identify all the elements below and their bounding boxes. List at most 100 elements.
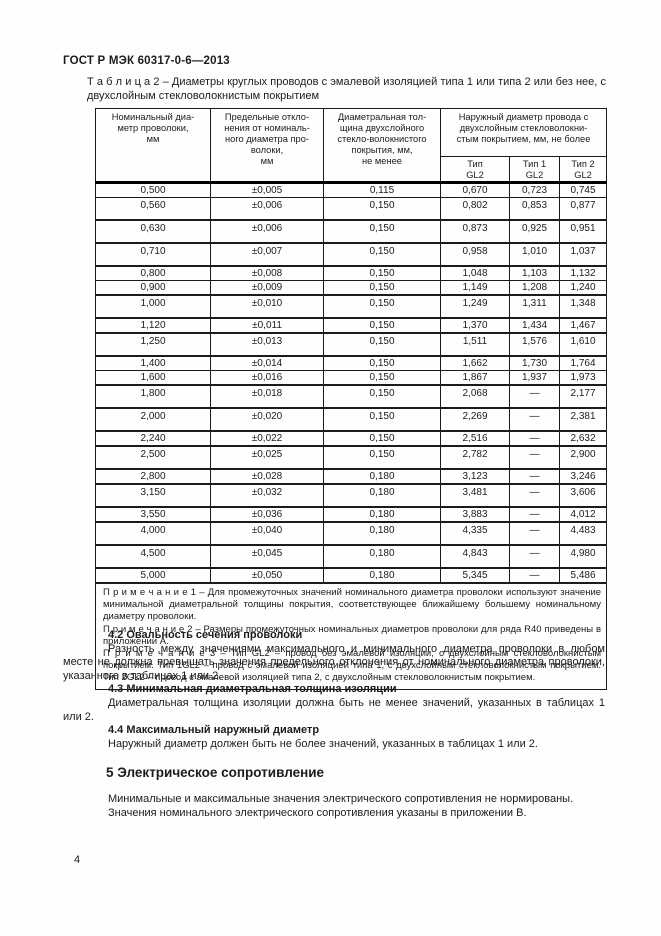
table-cell: 1,208 [509,280,560,296]
table-cell: 1,311 [509,294,560,319]
table-cell: 3,883 [440,506,510,523]
table-cell: ±0,011 [210,317,324,334]
table-cell: 1,600 [95,370,211,386]
table-row: 2,800 ±0,028 0,180 3,123—3,246 [95,468,608,485]
note-3-label: П р и м е ч а н и е 3 [103,648,216,660]
table-row: 0,710 ±0,007 0,150 0,958 1,010 1,037 [95,242,608,267]
header-coating-thickness: Диаметральная тол- щина двухслойного сте… [323,108,441,184]
table-cell: 1,467 [558,317,608,334]
table-cell: 3,123 [440,468,510,485]
table-cell: 2,516 [440,430,510,447]
table-cell: 4,500 [95,544,211,569]
table-cell: ±0,036 [210,506,324,523]
table-cell: 0,630 [95,219,211,244]
section-4-3-heading: 4.3 Минимальная диаметральная толщина из… [108,683,397,696]
table-cell: 0,802 [440,197,510,221]
table-row: 5,000 ±0,050 0,180 5,345—5,486 [95,567,608,584]
table-cell: 1,010 [509,242,560,267]
table-cell: 0,150 [323,370,441,386]
table-cell: 0,150 [323,317,441,334]
chapter-5-paragraph-2: Значения номинального электрического соп… [108,806,527,819]
note-1: П р и м е ч а н и е 1 – Для промежуточны… [103,587,601,624]
table-cell: 0,180 [323,506,441,523]
table-notes: П р и м е ч а н и е 1 – Для промежуточны… [94,582,608,690]
table-cell: 2,381 [558,407,608,432]
table-cell: 4,012 [558,506,608,523]
table-cell: 3,481 [440,483,510,508]
table-cell: 0,150 [323,294,441,319]
note-2-label: П р и м е ч а н и е 2 [103,623,193,635]
table-row: 2,000 ±0,020 0,150 2,269—2,381 [95,407,608,432]
table-cell: 0,150 [323,242,441,267]
table-cell: 0,180 [323,544,441,569]
table-notes-cell: П р и м е ч а н и е 1 – Для промежуточны… [94,582,608,690]
note-1-text: – Для промежуточных значений номинальног… [103,587,602,623]
table-cell: 0,925 [509,219,560,244]
table-cell: 1,000 [95,294,211,319]
table-cell: 0,150 [323,445,441,470]
table-cell: ±0,018 [210,384,324,409]
table-cell: 4,000 [95,521,211,546]
table-cell: 0,670 [440,182,510,198]
table-cell: 1,370 [440,317,510,334]
table-row: 4,000 ±0,040 0,180 4,335—4,483 [95,521,608,546]
table-cell: ±0,007 [210,242,324,267]
table-cell: 0,150 [323,219,441,244]
table-cell: ±0,025 [210,445,324,470]
table-cell: 3,606 [558,483,608,508]
table-cell: ±0,032 [210,483,324,508]
section-4-2-paragraph: Разность между значениями максимального … [63,642,605,682]
table-cell: 0,150 [323,332,441,357]
table-cell: ±0,022 [210,430,324,447]
header-limit-deviation: Предельные откло- нения от номиналь- ног… [210,108,324,184]
table-cell: ±0,013 [210,332,324,357]
table-cell: 5,000 [95,567,211,584]
table-cell: 0,710 [95,242,211,267]
table-cell: ±0,006 [210,219,324,244]
table-cell: 1,250 [95,332,211,357]
table-cell: 5,345 [440,567,510,584]
table-row: 3,150 ±0,032 0,180 3,481—3,606 [95,483,608,508]
table-cell: ±0,009 [210,280,324,296]
table-cell: — [509,468,560,485]
table-cell: — [509,544,560,569]
section-4-3-paragraph: Диаметральная толщина изоляции должна бы… [63,696,605,723]
table-cell: 1,764 [558,355,608,371]
note-2-text: – Размеры промежуточных номинальных диам… [103,623,602,647]
table-cell: 2,782 [440,445,510,470]
table-cell: 0,150 [323,407,441,432]
table-cell: — [509,384,560,409]
table-cell: 2,269 [440,407,510,432]
table-caption: Т а б л и ц а 2 – Диаметры круглых прово… [87,75,606,103]
table-cell: 4,483 [558,521,608,546]
table-cell: 1,867 [440,370,510,386]
note-1-label: П р и м е ч а н и е 1 [103,587,197,598]
section-4-4-heading: 4.4 Максимальный наружный диаметр [108,724,320,737]
table-cell: 1,937 [509,370,560,386]
table-cell: 0,951 [558,219,608,244]
table-cell: 1,400 [95,355,211,371]
table-cell: 1,132 [558,265,608,281]
table-cell: ±0,040 [210,521,324,546]
section-4-4-paragraph: Наружный диаметр должен быть не более зн… [108,737,538,750]
table-caption-text: – Диаметры круглых проводов с эмалевой и… [87,76,606,102]
table-cell: ±0,028 [210,468,324,485]
table-cell: 0,150 [323,280,441,296]
table-cell: ±0,008 [210,265,324,281]
table-cell: 1,730 [509,355,560,371]
table-cell: 1,610 [558,332,608,357]
chapter-5-heading: 5 Электрическое сопротивление [106,765,325,781]
table-cell: 4,843 [440,544,510,569]
table-row: 1,600 ±0,016 0,150 1,867 1,937 1,973 [95,370,608,386]
table-cell: 1,240 [558,280,608,296]
table-cell: ±0,005 [210,182,324,198]
table-cell: 1,511 [440,332,510,357]
table-cell: — [509,483,560,508]
table-cell: 0,180 [323,521,441,546]
table-cell: 1,048 [440,265,510,281]
header-outer-diameter: Наружный диаметр провода с двухслойным с… [439,108,608,157]
table-row: 3,550 ±0,036 0,180 3,883—4,012 [95,506,608,523]
table-cell: 0,900 [95,280,211,296]
table-cell: 3,150 [95,483,211,508]
